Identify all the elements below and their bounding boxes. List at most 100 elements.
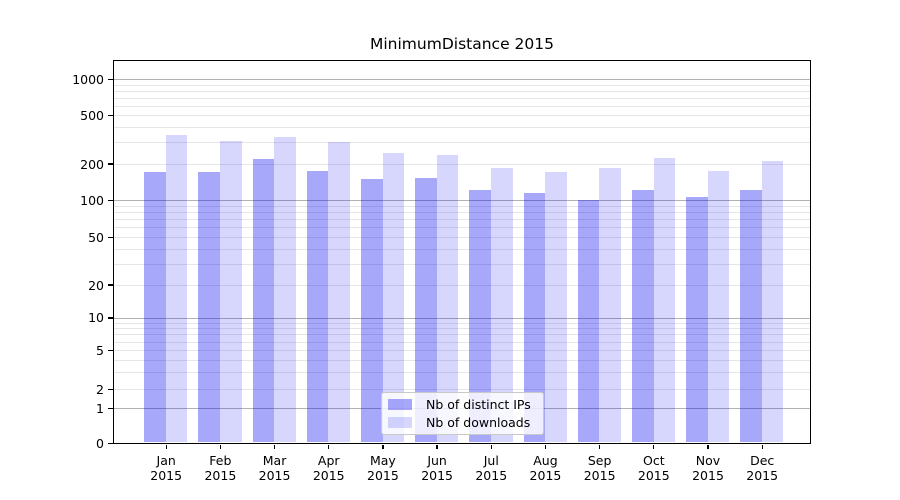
gridline-minor — [114, 350, 810, 352]
y-tick-mark — [107, 78, 113, 81]
legend-item-distinct-ips: Nb of distinct IPs — [388, 396, 536, 414]
gridline-minor — [114, 142, 810, 144]
x-tick-label: Jul 2015 — [461, 453, 521, 484]
plot-area — [113, 60, 811, 444]
gridline-minor — [114, 322, 810, 324]
y-tick-label: 50 — [88, 229, 104, 245]
x-tick-year: 2015 — [475, 468, 508, 483]
x-tick-month: Jul — [483, 452, 499, 468]
x-tick-label: Apr 2015 — [299, 453, 359, 484]
bar-downloads-apr — [328, 142, 351, 443]
x-tick-label: Nov 2015 — [678, 453, 738, 484]
y-tick-mark — [107, 407, 113, 409]
x-tick-year: 2015 — [746, 468, 779, 483]
legend-item-downloads: Nb of downloads — [388, 414, 536, 432]
gridline-minor — [114, 237, 810, 238]
gridline-major — [114, 317, 810, 319]
y-tick-mark — [107, 236, 113, 238]
y-tick-label: 500 — [80, 108, 104, 124]
bar-distinct-ips-sep — [577, 200, 600, 443]
gridline-minor — [114, 105, 810, 107]
bar-distinct-ips-jun — [415, 177, 437, 443]
bar-downloads-dec — [761, 161, 784, 443]
legend-label-downloads: Nb of downloads — [426, 414, 531, 430]
x-tick-label: Dec 2015 — [732, 453, 792, 484]
gridline-minor — [114, 341, 810, 343]
y-tick-label: 1000 — [72, 72, 104, 87]
x-tick-month: Mar — [262, 452, 287, 468]
x-tick-month: Feb — [209, 452, 232, 468]
x-tick-mark — [544, 444, 547, 449]
y-tick-label: 100 — [80, 193, 104, 209]
bar-distinct-ips-jul — [469, 189, 491, 443]
gridline-minor — [114, 90, 810, 92]
gridline-minor — [114, 371, 810, 373]
gridline-minor — [114, 127, 810, 129]
gridline-minor — [114, 359, 810, 361]
x-tick-mark — [436, 444, 438, 449]
bar-downloads-mar — [274, 137, 296, 443]
x-tick-mark — [598, 444, 601, 449]
x-tick-mark — [165, 444, 167, 449]
x-tick-mark — [653, 444, 655, 449]
x-tick-year: 2015 — [258, 468, 291, 483]
bar-distinct-ips-oct — [631, 190, 654, 443]
bar-distinct-ips-feb — [198, 172, 221, 443]
x-tick-year: 2015 — [637, 468, 670, 483]
x-tick-month: Nov — [695, 452, 721, 468]
y-tick-mark — [107, 388, 113, 390]
x-tick-mark — [707, 444, 709, 449]
gridline-major — [114, 200, 810, 202]
x-tick-mark — [219, 444, 222, 449]
x-tick-label: Jan 2015 — [136, 453, 196, 484]
legend-label-distinct-ips: Nb of distinct IPs — [426, 397, 531, 413]
x-tick-mark — [490, 444, 492, 449]
gridline-minor — [114, 263, 810, 265]
x-tick-label: Feb 2015 — [190, 453, 250, 484]
gridline-minor — [114, 219, 810, 221]
gridline-minor — [114, 248, 810, 250]
bar-distinct-ips-aug — [523, 192, 546, 443]
y-tick-mark — [107, 350, 113, 352]
bar-distinct-ips-nov — [686, 197, 708, 443]
gridline-minor — [114, 212, 810, 214]
gridline-minor — [114, 389, 810, 390]
x-tick-month: Sep — [587, 452, 612, 468]
x-tick-label: Oct 2015 — [624, 453, 684, 484]
gridline-minor — [114, 97, 810, 99]
bar-distinct-ips-may — [361, 178, 383, 443]
gridline-minor — [114, 115, 810, 117]
y-tick-mark — [107, 442, 113, 444]
bar-downloads-sep — [599, 167, 621, 443]
y-tick-label: 200 — [80, 156, 104, 172]
x-tick-year: 2015 — [312, 468, 345, 483]
x-tick-mark — [382, 444, 384, 449]
x-tick-month: Aug — [533, 452, 558, 468]
legend: Nb of distinct IPs Nb of downloads — [381, 392, 544, 435]
y-tick-mark — [107, 317, 113, 319]
bar-distinct-ips-mar — [252, 159, 275, 443]
x-tick-label: Sep 2015 — [570, 453, 630, 484]
bar-distinct-ips-jan — [144, 172, 166, 443]
x-tick-label: Jun 2015 — [407, 453, 467, 484]
gridline-minor — [114, 163, 810, 165]
chart-title: MinimumDistance 2015 — [370, 35, 554, 53]
bar-distinct-ips-dec — [740, 190, 762, 443]
x-tick-mark — [761, 444, 763, 449]
y-tick-label: 10 — [88, 310, 104, 326]
x-tick-year: 2015 — [692, 468, 724, 483]
gridline-minor — [114, 84, 810, 86]
gridline-minor — [114, 328, 810, 330]
bar-downloads-jan — [165, 134, 188, 443]
x-tick-month: May — [369, 452, 396, 468]
x-tick-year: 2015 — [529, 468, 562, 483]
x-tick-year: 2015 — [421, 468, 453, 483]
x-tick-label: Mar 2015 — [245, 453, 305, 484]
bar-downloads-may — [382, 153, 405, 443]
x-tick-mark — [273, 444, 276, 449]
bar-downloads-feb — [220, 140, 242, 443]
legend-swatch-distinct-ips — [388, 399, 412, 411]
x-tick-month: Oct — [643, 452, 665, 468]
y-tick-label: 20 — [88, 277, 104, 293]
x-tick-label: May 2015 — [353, 453, 413, 484]
